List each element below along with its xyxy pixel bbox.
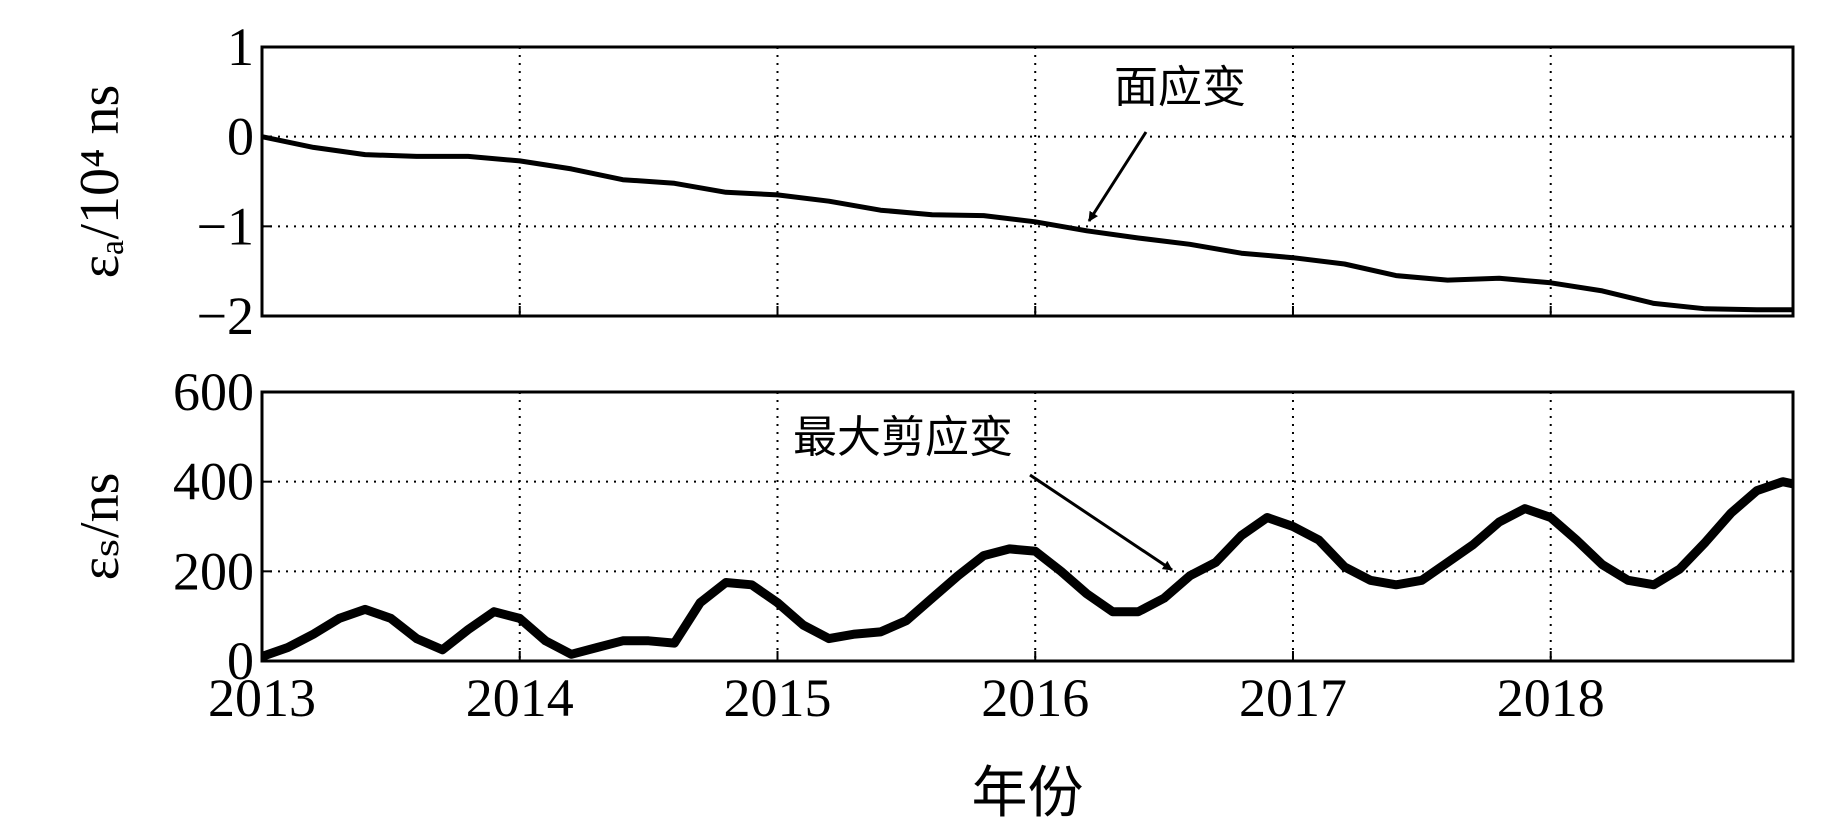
y-tick-label: −1 — [197, 196, 254, 256]
plot-frame — [260, 390, 1795, 663]
y-tick-label: 1 — [227, 17, 254, 77]
annotation-arrow — [1087, 131, 1148, 222]
plot-frame — [260, 45, 1795, 318]
y-tick-label: 200 — [173, 541, 254, 601]
y-tick-label: 600 — [173, 362, 254, 422]
x-axis-label: 年份 — [972, 761, 1084, 826]
data-line — [260, 477, 1794, 661]
y-tick-label: 400 — [173, 452, 254, 512]
x-tick-label: 2014 — [466, 668, 574, 728]
x-tick-label: 2013 — [208, 668, 316, 728]
x-tick-label: 2015 — [723, 668, 831, 728]
y-axis-label: εₛ/ns — [69, 473, 131, 581]
annotation: 面应变 — [1114, 62, 1246, 113]
annotation-arrow — [1029, 473, 1173, 572]
data-line — [261, 134, 1793, 313]
y-tick-label: −2 — [197, 286, 254, 346]
y-tick-label: 0 — [227, 107, 254, 167]
x-tick-label: 2018 — [1497, 668, 1605, 728]
x-tick-label: 2017 — [1239, 668, 1347, 728]
y-axis-label: εₐ/10⁴ ns — [69, 85, 131, 279]
x-tick-label: 2016 — [981, 668, 1089, 728]
y-tick-label: 0 — [227, 631, 254, 691]
annotation: 最大剪应变 — [793, 412, 1013, 463]
